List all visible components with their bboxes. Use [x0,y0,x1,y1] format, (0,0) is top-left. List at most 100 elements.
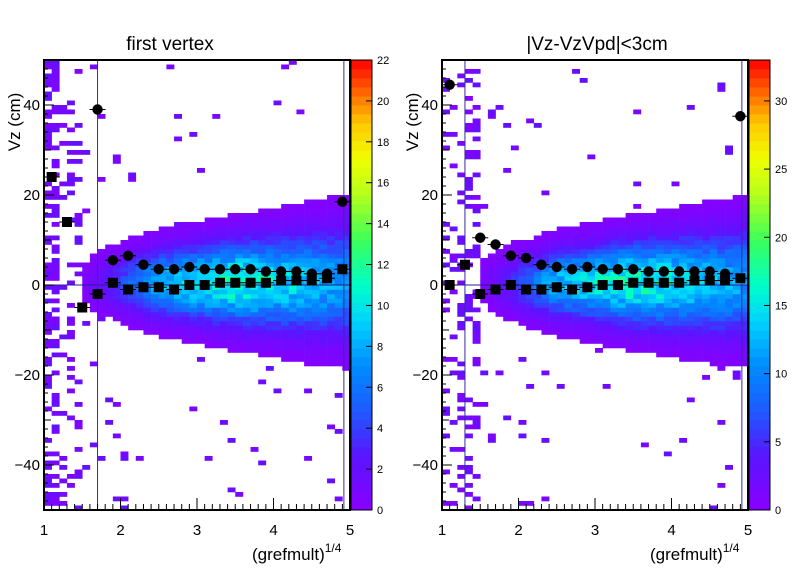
heatmap-cell [679,249,688,254]
heatmap-cell [288,249,297,254]
colorbar-band [351,285,372,295]
heatmap-cell [671,339,680,344]
y-tick-label: −20 [15,367,40,384]
heatmap-cell [151,316,160,322]
heatmap-cell [656,235,665,241]
heatmap-cell [702,330,711,335]
heatmap-cell [725,249,733,254]
heatmap-cell [579,298,588,304]
heatmap-cell [633,298,642,304]
heatmap-cell [166,253,175,259]
heatmap-cell [518,244,527,250]
heatmap-cell [625,348,634,353]
heatmap-cell [158,235,167,241]
heatmap-cell [258,235,267,241]
heatmap-cell [503,168,512,173]
heatmap-cell [258,217,267,223]
heatmap-cell [617,217,626,223]
heatmap-cell [197,334,205,340]
heatmap-cell [709,307,718,313]
heatmap-cell [579,307,588,313]
heatmap-cell [105,267,114,272]
heatmap-cell [59,123,68,128]
heatmap-cell [281,294,290,299]
heatmap-cell [304,226,313,232]
heatmap-cell [709,222,718,227]
heatmap-cell [51,411,60,416]
heatmap-cell [510,316,519,322]
heatmap-cell [342,361,350,367]
heatmap-cell [120,280,129,286]
heatmap-cell [595,231,603,236]
heatmap-cell [51,208,60,214]
heatmap-cell [66,159,75,164]
heatmap-cell [197,258,205,263]
heatmap-cell [288,334,297,340]
heatmap-cell [694,208,703,214]
heatmap-cell [625,244,634,250]
heatmap-cell [449,132,458,137]
heatmap-cell [235,321,244,326]
heatmap-cell [327,343,335,349]
heatmap-cell [709,262,718,268]
heatmap-cell [304,343,313,349]
heatmap-cell [105,298,114,304]
heatmap-cell [464,78,473,83]
heatmap-cell [732,316,741,322]
heatmap-cell [640,442,649,448]
heatmap-cell [526,249,535,254]
colorbar-band [749,330,770,340]
heatmap-cell [250,348,259,353]
heatmap-cell [694,231,703,236]
colorbar-band [351,483,372,493]
colorbar-band [351,240,372,250]
heatmap-cell [709,235,718,241]
heatmap-cell [304,204,313,209]
heatmap-cell [219,289,228,295]
heatmap-cell [702,321,711,326]
heatmap-cell [556,384,565,389]
heatmap-cell [572,321,580,326]
heatmap-cell [258,379,267,385]
heatmap-cell [694,352,703,358]
heatmap-cell [526,325,535,331]
heatmap-cell [442,262,450,268]
heatmap-cell [587,307,596,313]
heatmap-cell [503,294,512,299]
heatmap-cell [449,501,458,506]
heatmap-cell [472,357,481,362]
heatmap-cell [319,343,328,349]
heatmap-cell [457,199,466,205]
heatmap-cell [656,240,665,245]
heatmap-cell [97,307,106,313]
colorbar-band [749,402,770,412]
heatmap-cell [66,303,75,308]
heatmap-cell [135,258,144,263]
mean-marker-square [444,280,455,290]
heatmap-cell [204,303,213,308]
heatmap-cell [189,321,198,326]
heatmap-cell [158,307,167,313]
heatmap-cell [663,334,672,340]
heatmap-cell [556,312,565,317]
heatmap-cell [281,262,290,268]
heatmap-cell [250,294,259,299]
heatmap-cell [151,330,160,335]
heatmap-cell [480,402,489,407]
heatmap-cell [717,244,726,250]
heatmap-cell [740,361,748,367]
heatmap-cell [265,253,274,259]
heatmap-cell [518,298,527,304]
colorbar-band [749,96,770,106]
heatmap-cell [174,316,182,322]
heatmap-cell [648,348,657,353]
mean-marker-square [567,284,578,295]
heatmap-cell [602,240,611,245]
heatmap-cell [44,91,52,97]
heatmap-cell [135,240,144,245]
heatmap-cell [717,253,726,259]
heatmap-cell [166,325,175,331]
heatmap-cell [549,316,558,322]
heatmap-cell [265,262,274,268]
heatmap-cell [556,249,565,254]
